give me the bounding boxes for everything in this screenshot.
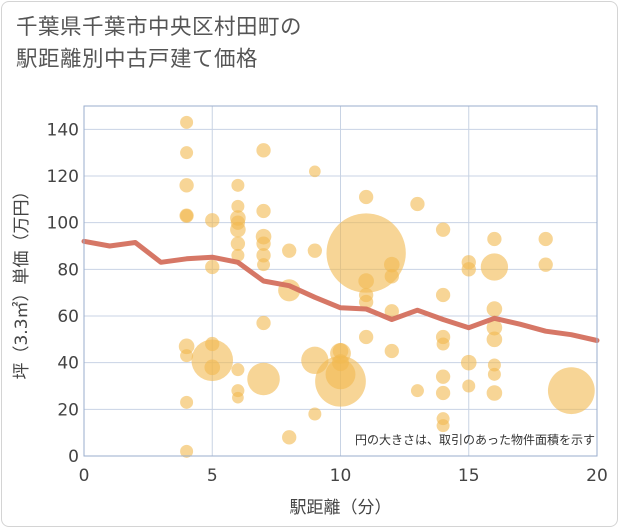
data-point xyxy=(538,231,553,247)
data-point xyxy=(307,243,322,258)
data-point xyxy=(257,258,271,272)
data-point xyxy=(487,367,501,381)
data-point xyxy=(358,273,374,289)
chart-title: 千葉県千葉市中央区村田町の 駅距離別中古戸建て価格 xyxy=(16,12,302,76)
data-point xyxy=(309,165,321,178)
data-point xyxy=(332,354,349,372)
data-point xyxy=(436,337,450,351)
data-point xyxy=(435,222,451,237)
data-point xyxy=(462,379,476,393)
data-point xyxy=(230,236,246,251)
data-point xyxy=(179,178,194,193)
data-point xyxy=(436,419,450,433)
trend-layer xyxy=(81,238,600,343)
data-point xyxy=(487,358,501,372)
title-line-2: 駅距離別中古戸建て価格 xyxy=(16,47,259,72)
data-point xyxy=(480,253,509,281)
data-point xyxy=(282,430,297,445)
data-point xyxy=(256,143,271,158)
data-point xyxy=(205,213,220,228)
size-annotation: 円の大きさは、取引のあった物件面積を示す xyxy=(355,432,595,447)
x-tick-label: 10 xyxy=(330,466,352,486)
data-point xyxy=(384,304,399,319)
data-point xyxy=(435,287,451,303)
data-point xyxy=(282,243,297,258)
data-point xyxy=(435,385,451,401)
data-point xyxy=(359,294,374,310)
data-point xyxy=(486,319,503,336)
data-point xyxy=(231,248,245,262)
data-point xyxy=(384,343,399,359)
x-tick-label: 20 xyxy=(586,466,608,486)
plot-frame xyxy=(83,105,598,457)
data-point xyxy=(461,262,476,277)
data-point xyxy=(487,231,502,247)
y-tick-label: 0 xyxy=(68,447,79,467)
y-tick-label: 80 xyxy=(57,260,79,280)
data-point xyxy=(410,196,425,212)
data-point xyxy=(308,407,322,421)
data-point xyxy=(231,199,245,213)
data-point xyxy=(247,362,280,396)
data-point xyxy=(256,315,271,331)
y-axis-title: 坪（3.3㎡）単価（万円） xyxy=(12,182,32,379)
data-point xyxy=(460,354,477,371)
data-point xyxy=(486,331,503,348)
data-point xyxy=(538,257,553,272)
data-point xyxy=(256,236,271,251)
data-point xyxy=(547,367,595,415)
data-point xyxy=(301,346,329,374)
data-point xyxy=(359,329,374,345)
x-axis-title: 駅距離（分） xyxy=(290,498,392,518)
data-point xyxy=(180,146,194,160)
data-point xyxy=(204,359,221,376)
x-axis-ticks: 0 5 10 15 20 xyxy=(79,466,608,486)
data-point xyxy=(180,115,194,129)
trend-line xyxy=(81,238,600,343)
data-point xyxy=(486,385,503,401)
y-tick-label: 20 xyxy=(57,400,79,420)
data-point xyxy=(384,256,400,273)
data-point xyxy=(180,444,194,458)
data-point xyxy=(410,384,424,398)
data-point xyxy=(231,363,245,377)
data-point xyxy=(232,391,244,404)
data-point xyxy=(180,349,194,363)
data-point xyxy=(256,203,271,219)
data-point xyxy=(180,395,194,409)
x-tick-label: 0 xyxy=(79,466,90,486)
data-point xyxy=(205,336,220,352)
data-point xyxy=(178,338,195,355)
data-point xyxy=(325,359,356,390)
data-point xyxy=(231,178,245,192)
data-point xyxy=(486,301,503,317)
data-point xyxy=(230,215,246,230)
data-point xyxy=(332,343,349,359)
y-tick-label: 140 xyxy=(47,120,79,140)
data-point xyxy=(384,269,399,284)
x-tick-label: 15 xyxy=(458,466,480,486)
bubbles xyxy=(178,115,595,458)
data-point xyxy=(180,209,194,223)
data-point xyxy=(205,259,220,275)
y-tick-label: 100 xyxy=(47,214,79,234)
x-tick-label: 5 xyxy=(207,466,218,486)
y-tick-label: 60 xyxy=(57,307,79,327)
y-tick-label: 40 xyxy=(57,354,79,374)
y-axis-ticks: 0 20 40 60 80 100 120 140 xyxy=(47,120,79,467)
data-point xyxy=(435,369,451,384)
data-point xyxy=(359,189,374,205)
y-tick-label: 120 xyxy=(47,167,79,187)
title-line-1: 千葉県千葉市中央区村田町の xyxy=(16,15,303,40)
data-point xyxy=(256,248,271,263)
